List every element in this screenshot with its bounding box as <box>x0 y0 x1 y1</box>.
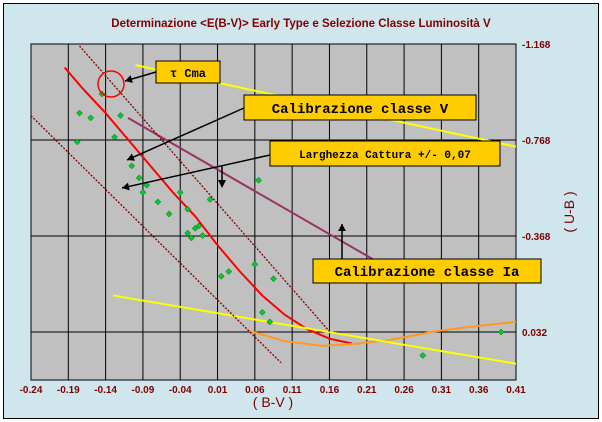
data-point <box>87 114 95 122</box>
capture-width-arrowhead-right <box>218 180 226 188</box>
chart-svg: Determinazione <E(B-V)> Early Type e Sel… <box>20 18 577 410</box>
chart-title: Determinazione <E(B-V)> Early Type e Sel… <box>111 18 491 30</box>
callout-label-calibrazione-classe-v: Calibrazione classe V <box>272 102 449 118</box>
callout-arrowhead-cma <box>125 75 133 83</box>
capture-band-right <box>79 45 330 332</box>
callout-arrowhead-larghezza-cattura-0-07 <box>122 182 130 191</box>
callout-label-calibrazione-classe-ia: Calibrazione classe Ia <box>335 265 520 281</box>
x-tick-label: -0.14 <box>94 385 117 396</box>
callout-label-larghezza-cattura-0-07: Larghezza Cattura +/- 0,07 <box>299 150 471 162</box>
data-point <box>251 260 259 268</box>
data-point <box>188 234 195 242</box>
callout-arrowhead-calibrazione-classe-ia <box>338 224 346 231</box>
reddening-line-lower <box>112 294 516 365</box>
data-point <box>139 188 147 196</box>
y-tick-label: -0.368 <box>522 232 551 243</box>
data-point <box>225 268 233 275</box>
data-point <box>419 352 427 359</box>
data-point <box>258 308 266 316</box>
callout-arrow-calibrazione-classe-v <box>126 107 245 161</box>
data-point <box>176 188 184 196</box>
x-tick-label: 0.11 <box>283 385 302 396</box>
x-tick-label: 0.06 <box>245 385 265 396</box>
x-tick-label: 0.26 <box>394 385 414 396</box>
data-point <box>184 229 192 237</box>
data-point <box>135 174 143 182</box>
data-point <box>154 198 162 206</box>
data-point <box>266 318 274 326</box>
callout-label-cma: τ Cma <box>170 67 206 81</box>
callout-box-larghezza-cattura-0-07 <box>269 140 501 167</box>
data-point <box>270 275 277 283</box>
callout-arrow-larghezza-cattura-0-07 <box>121 154 271 189</box>
x-tick-label: 0.01 <box>208 385 228 396</box>
data-point <box>184 205 192 213</box>
data-point <box>76 109 83 117</box>
x-tick-label: -0.19 <box>57 385 80 396</box>
y-tick-label: 0.032 <box>522 328 547 339</box>
data-point <box>199 232 206 239</box>
reddening-line-purple <box>127 117 383 266</box>
x-tick-label: -0.04 <box>169 385 192 396</box>
data-point <box>217 272 225 280</box>
callout-box-calibrazione-classe-ia <box>312 258 542 284</box>
x-tick-label: -0.24 <box>20 385 43 396</box>
data-point <box>111 133 118 141</box>
capture-band-left <box>31 114 282 364</box>
data-point <box>117 112 124 119</box>
x-axis-label: ( B-V ) <box>253 394 293 410</box>
data-point <box>143 181 151 189</box>
x-tick-label: 0.16 <box>320 385 340 396</box>
data-point <box>206 196 214 203</box>
x-tick-label: 0.41 <box>506 385 526 396</box>
y-tick-label: -0.768 <box>522 136 551 147</box>
data-point <box>497 328 505 336</box>
x-tick-label: 0.36 <box>469 385 489 396</box>
callout-box-calibrazione-classe-v <box>243 94 477 121</box>
callout-arrowhead-calibrazione-classe-v <box>127 153 136 161</box>
x-tick-label: 0.31 <box>432 385 452 396</box>
data-point <box>165 210 173 218</box>
data-point <box>195 222 203 230</box>
x-tick-label: -0.09 <box>132 385 155 396</box>
y-tick-label: -1.168 <box>522 40 551 51</box>
chart-frame: Determinazione <E(B-V)> Early Type e Sel… <box>3 3 599 419</box>
data-point <box>255 176 262 184</box>
data-point <box>128 162 136 170</box>
x-tick-label: 0.21 <box>357 385 377 396</box>
y-axis-label: ( U-B ) <box>561 191 577 232</box>
data-point <box>73 138 81 146</box>
tau-cma-circle <box>97 70 125 98</box>
